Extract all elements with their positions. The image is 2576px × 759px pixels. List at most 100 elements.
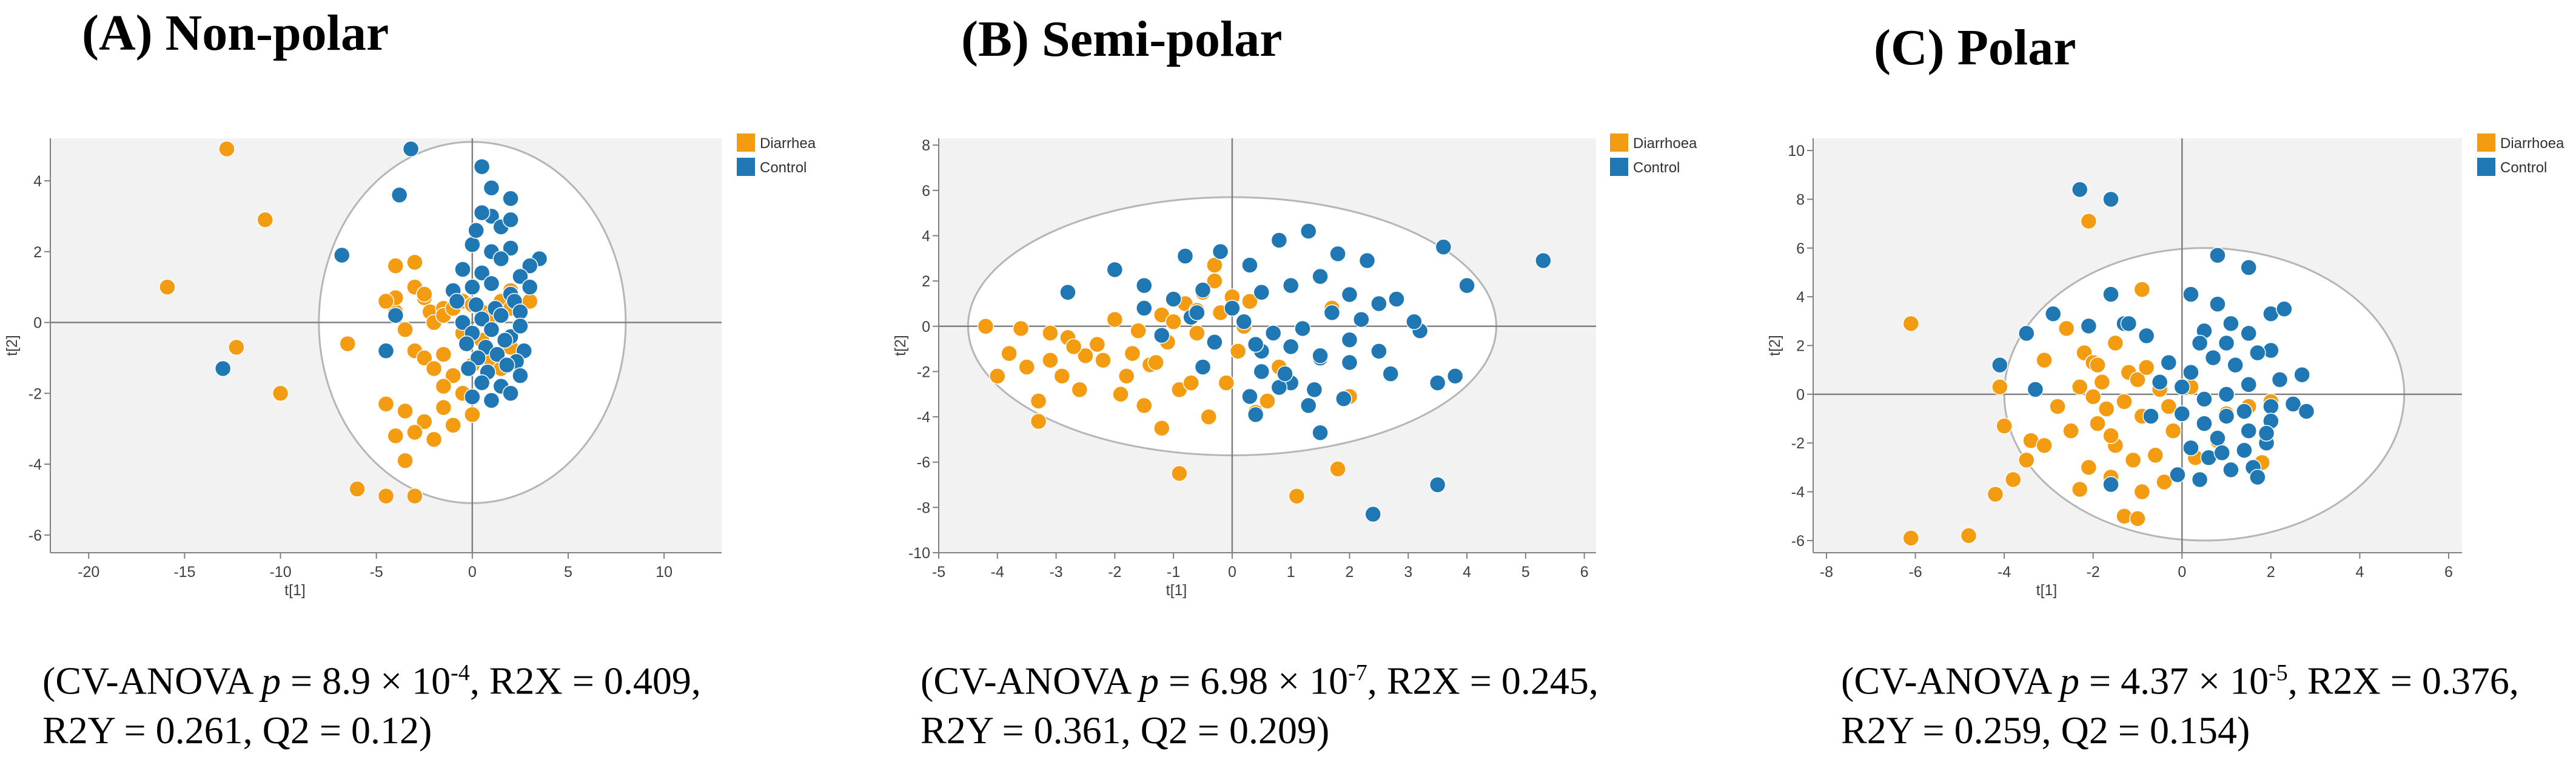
x-tick-label: -10 bbox=[269, 564, 291, 581]
data-point bbox=[448, 292, 466, 310]
data-point bbox=[2236, 403, 2253, 420]
data-point bbox=[492, 250, 510, 268]
data-point bbox=[454, 261, 471, 278]
data-point bbox=[1241, 388, 1258, 405]
data-point bbox=[1218, 374, 1235, 391]
data-point bbox=[1077, 347, 1094, 365]
data-point bbox=[473, 310, 491, 328]
data-point bbox=[512, 303, 529, 320]
y-tick-label: 0 bbox=[33, 315, 42, 332]
data-point bbox=[1370, 343, 1387, 360]
data-point bbox=[489, 346, 506, 363]
y-tick-label: -10 bbox=[908, 545, 930, 562]
y-axis-label: t[2] bbox=[1766, 335, 1783, 356]
data-point bbox=[1446, 368, 1464, 385]
legend-label: Control bbox=[1633, 160, 1680, 176]
data-point bbox=[521, 257, 538, 274]
y-tick-label: -4 bbox=[29, 456, 42, 473]
stats-nonpolar: (CV-ANOVA p = 8.9 × 10-4, R2X = 0.409, R… bbox=[42, 648, 701, 755]
data-point bbox=[1189, 304, 1206, 322]
stats-line1: (CV-ANOVA p = 8.9 × 10-4, R2X = 0.409, bbox=[42, 648, 701, 706]
data-point bbox=[1176, 248, 1194, 265]
data-point bbox=[521, 278, 538, 295]
data-point bbox=[1312, 268, 1329, 285]
data-point bbox=[416, 286, 433, 303]
data-point bbox=[1270, 232, 1288, 249]
data-point bbox=[1224, 300, 1241, 317]
stats-line2: R2Y = 0.259, Q2 = 0.154) bbox=[1841, 709, 2250, 752]
stats-p-exponent: -5 bbox=[2269, 660, 2288, 686]
data-point bbox=[1182, 374, 1199, 391]
y-tick-label: -2 bbox=[29, 385, 42, 402]
data-point bbox=[1406, 313, 1423, 331]
x-tick-label: -8 bbox=[1820, 564, 1833, 581]
data-point bbox=[2218, 334, 2235, 352]
data-point bbox=[2204, 349, 2222, 366]
data-point bbox=[2164, 422, 2182, 439]
data-point bbox=[496, 331, 514, 349]
data-point bbox=[1341, 354, 1358, 371]
stats-p-label: p bbox=[261, 659, 281, 703]
data-point bbox=[2098, 400, 2115, 417]
data-point bbox=[2080, 317, 2098, 335]
data-point bbox=[468, 296, 485, 314]
data-point bbox=[416, 413, 433, 430]
legend-swatch bbox=[1610, 158, 1628, 176]
data-point bbox=[1065, 338, 1082, 356]
data-point bbox=[2262, 398, 2279, 415]
y-tick-label: -8 bbox=[917, 499, 930, 516]
data-point bbox=[272, 385, 289, 402]
data-point bbox=[1136, 300, 1153, 317]
x-tick-label: -4 bbox=[1997, 564, 2011, 581]
data-point bbox=[1300, 397, 1317, 414]
data-point bbox=[483, 275, 500, 292]
data-point bbox=[1353, 311, 1370, 328]
stats-polar: (CV-ANOVA p = 4.37 × 10-5, R2X = 0.376, … bbox=[1841, 648, 2519, 755]
data-point bbox=[1042, 352, 1059, 369]
stats-line1: (CV-ANOVA p = 4.37 × 10-5, R2X = 0.376, bbox=[1841, 648, 2519, 706]
data-point bbox=[1124, 345, 1141, 362]
data-point bbox=[512, 367, 529, 384]
stats-r2x: , R2X = 0.376, bbox=[2287, 659, 2519, 703]
y-tick-label: -6 bbox=[1791, 533, 1805, 550]
x-tick-label: 1 bbox=[1287, 564, 1295, 581]
data-point bbox=[397, 452, 414, 469]
data-point bbox=[1341, 286, 1358, 303]
legend-label: Diarrhoea bbox=[1633, 135, 1697, 152]
data-point bbox=[1200, 408, 1217, 425]
data-point bbox=[228, 339, 245, 356]
data-point bbox=[2209, 295, 2226, 312]
data-point bbox=[2156, 473, 2173, 491]
data-point bbox=[1264, 325, 1282, 342]
x-tick-label: 2 bbox=[2267, 564, 2275, 581]
data-point bbox=[1370, 295, 1387, 312]
data-point bbox=[2049, 398, 2066, 415]
x-axis-label: t[1] bbox=[284, 582, 306, 599]
data-point bbox=[2173, 379, 2191, 396]
chart-3: -8 -6 -4 -2 0 2 4 6 -6 -4 -2 0 2 4 6 8 10 t[1] t[2] Diarrho… bbox=[1766, 133, 2564, 599]
data-point bbox=[1095, 352, 1112, 369]
data-point bbox=[214, 360, 232, 377]
data-point bbox=[2182, 439, 2199, 456]
data-point bbox=[2071, 379, 2088, 396]
x-tick-label: 6 bbox=[1580, 564, 1589, 581]
stats-p-value: = 8.9 × 10 bbox=[280, 659, 451, 703]
x-tick-label: 5 bbox=[1521, 564, 1530, 581]
data-point bbox=[1253, 284, 1270, 301]
x-tick-label: -4 bbox=[991, 564, 1004, 581]
data-point bbox=[1306, 381, 1323, 399]
data-point bbox=[387, 307, 404, 324]
data-point bbox=[2249, 344, 2266, 362]
data-point bbox=[2129, 510, 2146, 527]
data-point bbox=[2209, 430, 2226, 447]
data-point bbox=[1206, 272, 1223, 289]
stats-prefix: (CV-ANOVA bbox=[42, 659, 261, 703]
stats-r2x: , R2X = 0.409, bbox=[469, 659, 701, 703]
panel-title-semipolar: (B) Semi-polar bbox=[961, 11, 1283, 67]
data-point bbox=[2058, 320, 2075, 337]
legend-label: Diarrhea bbox=[760, 135, 816, 152]
data-point bbox=[2027, 381, 2044, 398]
stats-p-value: = 4.37 × 10 bbox=[2079, 659, 2269, 703]
data-point bbox=[1364, 505, 1381, 523]
stats-r2x: , R2X = 0.245, bbox=[1367, 659, 1598, 703]
